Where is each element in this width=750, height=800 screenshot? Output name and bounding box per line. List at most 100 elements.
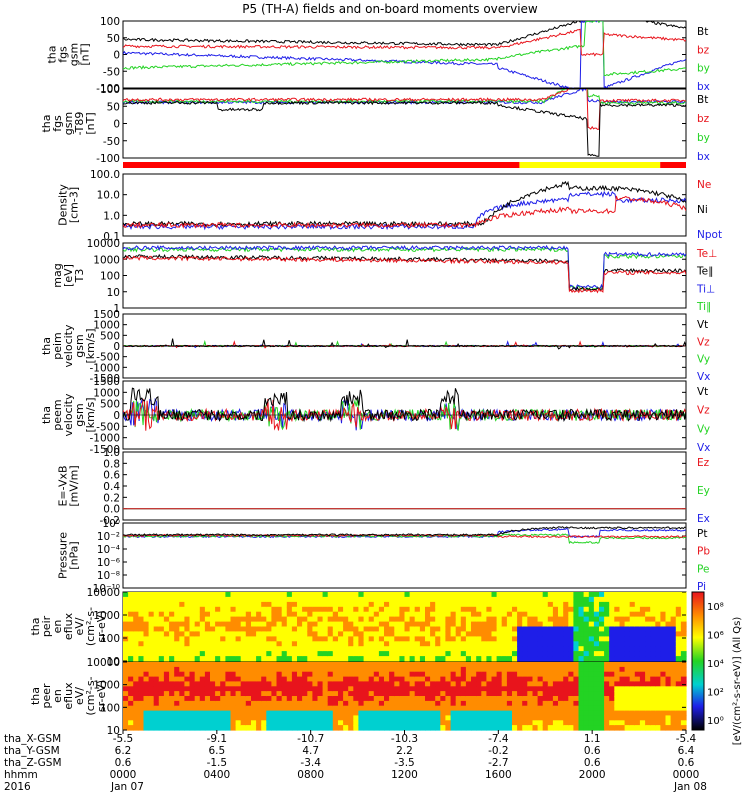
- heatmap-cell: [419, 641, 426, 647]
- heatmap-cell: [414, 646, 421, 652]
- heatmap-cell: [327, 681, 334, 687]
- heatmap-cell: [225, 656, 232, 662]
- heatmap-cell: [199, 611, 206, 618]
- heatmap-cell: [481, 681, 487, 687]
- heatmap-cell: [199, 621, 206, 628]
- heatmap-cell: [471, 601, 477, 608]
- heatmap-cell: [665, 710, 672, 717]
- heatmap-cell: [230, 606, 237, 613]
- heatmap-cell: [455, 641, 462, 647]
- heatmap-cell: [665, 662, 672, 668]
- heatmap-cell: [240, 656, 247, 662]
- heatmap-cell: [573, 705, 580, 712]
- heatmap-cell: [593, 651, 600, 657]
- heatmap-cell: [419, 700, 426, 707]
- heatmap-cell: [435, 705, 441, 712]
- legend-Vz: Vz: [697, 405, 710, 417]
- heatmap-cell: [465, 696, 472, 702]
- heatmap-cell: [143, 710, 150, 717]
- heatmap-cell: [486, 681, 493, 687]
- heatmap-cell: [414, 656, 421, 662]
- heatmap-cell: [245, 715, 252, 721]
- heatmap-cell: [578, 691, 585, 697]
- heatmap-cell: [512, 681, 518, 687]
- heatmap-cell: [271, 676, 278, 683]
- heatmap-cell: [394, 720, 400, 726]
- heatmap-cell: [522, 631, 528, 637]
- heatmap-cell: [455, 700, 462, 707]
- heatmap-cell: [435, 676, 441, 683]
- heatmap-cell: [143, 691, 150, 697]
- heatmap-cell: [527, 725, 533, 731]
- heatmap-cell: [338, 646, 344, 652]
- ylabel-line: (cm²-s-: [84, 607, 97, 646]
- heatmap-cell: [414, 662, 421, 668]
- heatmap-cell: [128, 720, 134, 726]
- heatmap-cell: [491, 691, 498, 697]
- heatmap-cell: [215, 621, 221, 628]
- heatmap-cell: [128, 700, 134, 707]
- heatmap-cell: [604, 681, 610, 687]
- heatmap-cell: [332, 710, 339, 717]
- heatmap-cell: [373, 710, 380, 717]
- heatmap-cell: [153, 725, 160, 731]
- heatmap-cell: [655, 616, 661, 623]
- heatmap-cell: [399, 646, 406, 652]
- heatmap-cell: [599, 696, 605, 702]
- heatmap-cell: [512, 691, 518, 697]
- heatmap-cell: [184, 592, 191, 598]
- heatmap-cell: [389, 616, 395, 623]
- heatmap-cell: [660, 715, 667, 721]
- heatmap-cell: [404, 671, 411, 678]
- heatmap-cell: [629, 656, 636, 662]
- heatmap-cell: [256, 715, 262, 721]
- heatmap-cell: [153, 676, 160, 683]
- heatmap-cell: [158, 592, 165, 598]
- heatmap-cell: [225, 651, 232, 657]
- heatmap-cell: [506, 700, 513, 707]
- heatmap-cell: [348, 696, 354, 702]
- heatmap-cell: [143, 720, 150, 726]
- heatmap-cell: [163, 596, 170, 603]
- heatmap-cell: [517, 700, 523, 707]
- heatmap-cell: [583, 621, 590, 628]
- panel-ion-spectrogram: thapeirenefluxeV/(cm²-s-sr-eV)1000010001…: [29, 587, 687, 668]
- heatmap-cell: [660, 651, 667, 657]
- heatmap-cell: [680, 656, 687, 662]
- heatmap-cell: [266, 700, 272, 707]
- heatmap-cell: [348, 656, 354, 662]
- heatmap-cell: [128, 705, 134, 712]
- heatmap-cell: [460, 720, 467, 726]
- heatmap-cell: [419, 710, 426, 717]
- heatmap-cell: [599, 636, 605, 642]
- heatmap-cell: [291, 611, 298, 618]
- heatmap-cell: [133, 681, 139, 687]
- heatmap-cell: [163, 651, 170, 657]
- heatmap-cell: [609, 691, 615, 697]
- heatmap-cell: [384, 686, 390, 692]
- heatmap-cell: [604, 646, 610, 652]
- heatmap-cell: [455, 666, 462, 673]
- heatmap-cell: [348, 681, 354, 687]
- heatmap-cell: [522, 700, 528, 707]
- heatmap-cell: [348, 720, 354, 726]
- heatmap-cell: [619, 631, 626, 637]
- heatmap-cell: [573, 691, 580, 697]
- heatmap-cell: [476, 696, 482, 702]
- y-tick-label: -500: [96, 352, 120, 364]
- heatmap-cell: [184, 725, 191, 731]
- heatmap-cell: [261, 596, 267, 603]
- heatmap-cell: [189, 616, 196, 623]
- heatmap-cell: [542, 626, 549, 632]
- heatmap-cell: [138, 696, 145, 702]
- heatmap-cell: [670, 606, 677, 613]
- heatmap-cell: [670, 666, 677, 673]
- heatmap-cell: [670, 671, 677, 678]
- heatmap-cell: [404, 705, 411, 712]
- heatmap-cell: [639, 666, 646, 673]
- heatmap-cell: [675, 631, 682, 637]
- heatmap-cell: [399, 611, 406, 618]
- heatmap-cell: [425, 696, 431, 702]
- heatmap-cell: [169, 641, 175, 647]
